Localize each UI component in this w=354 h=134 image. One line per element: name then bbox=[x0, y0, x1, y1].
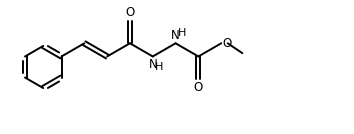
Text: H: H bbox=[155, 62, 164, 72]
Text: H: H bbox=[178, 28, 186, 38]
Text: O: O bbox=[125, 6, 135, 19]
Text: O: O bbox=[194, 81, 203, 94]
Text: N: N bbox=[171, 29, 180, 42]
Text: N: N bbox=[148, 58, 157, 71]
Text: O: O bbox=[222, 37, 232, 50]
